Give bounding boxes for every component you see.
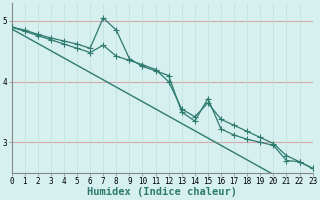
X-axis label: Humidex (Indice chaleur): Humidex (Indice chaleur): [87, 187, 237, 197]
